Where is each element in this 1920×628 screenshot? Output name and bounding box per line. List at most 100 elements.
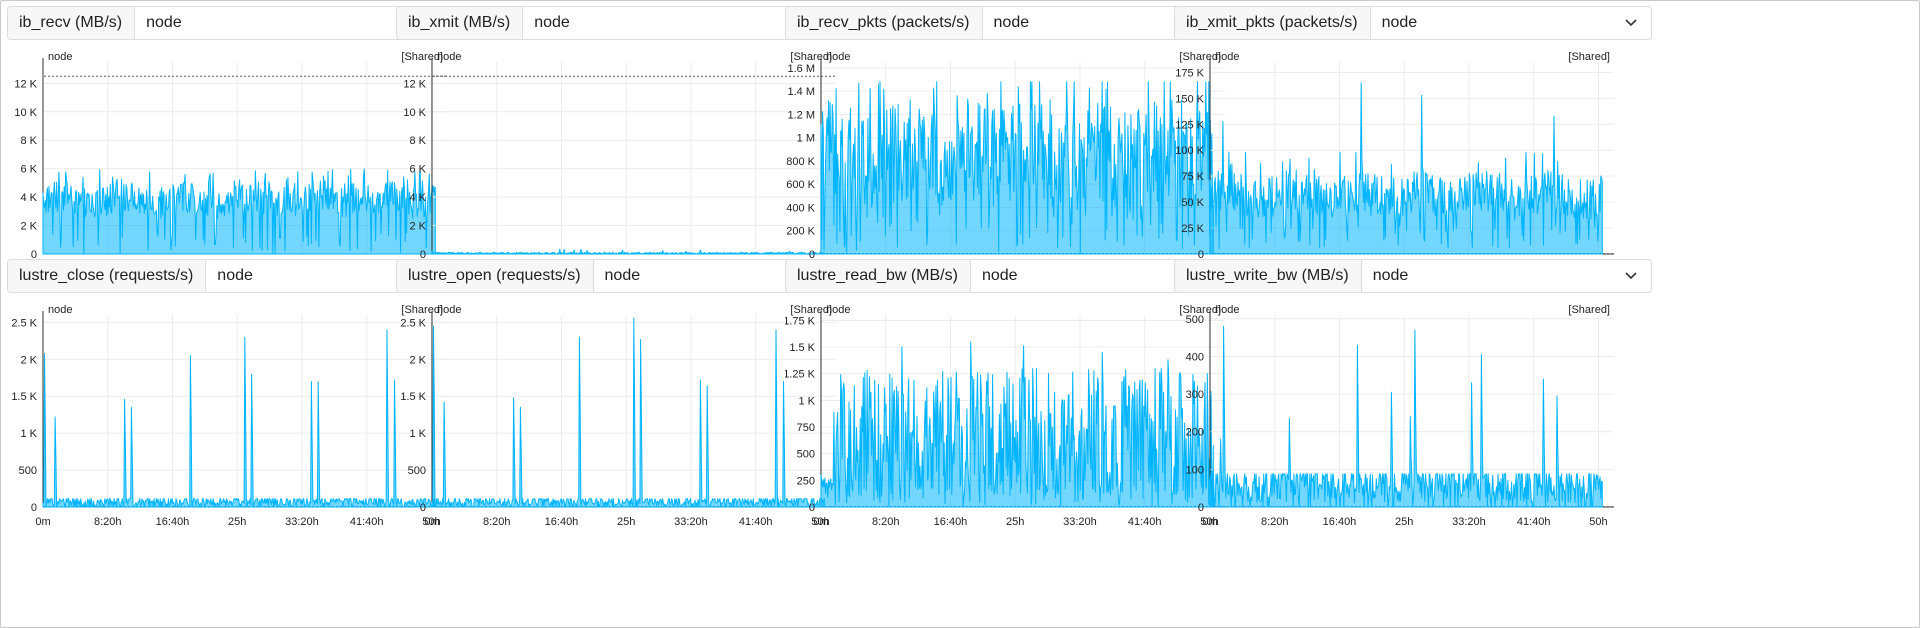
x-tick-label: 33:20h: [674, 516, 708, 528]
x-tick-label: 0m: [1202, 516, 1217, 528]
y-tick-label: 200 K: [786, 226, 815, 238]
node-selector-value: node: [146, 14, 182, 31]
x-tick-label: 33:20h: [285, 516, 319, 528]
y-tick-label: 1.5 K: [789, 342, 815, 354]
x-tick-label: 0m: [35, 516, 50, 528]
x-tick-label: 25h: [228, 516, 246, 528]
x-tick-label: 50h: [422, 516, 440, 528]
y-tick-label: 12 K: [14, 78, 37, 90]
x-tick-label: 41:40h: [350, 516, 384, 528]
y-tick-label: 0: [809, 502, 815, 514]
legend-series-name: node: [48, 51, 72, 63]
y-tick-label: 750: [797, 422, 815, 434]
x-tick-label: 0m: [424, 516, 439, 528]
y-tick-label: 4 K: [409, 192, 426, 204]
metric-label: ib_recv (MB/s): [8, 7, 136, 39]
node-selector-value: node: [981, 267, 1018, 284]
metric-label: lustre_close (requests/s): [8, 260, 207, 292]
y-tick-label: 500: [408, 465, 426, 477]
y-tick-label: 50 K: [1181, 197, 1204, 209]
metric-label: ib_xmit (MB/s): [397, 7, 524, 39]
panel-lustre-open: lustre_open (requests/s) node 0 500 1 K 1.5 K…: [396, 259, 874, 565]
legend-shared-tag: [Shared]: [1179, 51, 1221, 63]
x-tick-label: 25h: [1006, 516, 1024, 528]
x-tick-label: 16:40h: [156, 516, 190, 528]
y-tick-label: 500: [1186, 314, 1204, 326]
legend-series-name: node: [437, 304, 461, 316]
y-tick-label: 0: [420, 249, 426, 261]
y-tick-label: 175 K: [1175, 67, 1204, 79]
y-tick-label: 1 K: [409, 428, 426, 440]
panel-header: ib_xmit_pkts (packets/s) node: [1174, 6, 1652, 40]
x-tick-label: 0m: [813, 516, 828, 528]
y-tick-label: 2 K: [20, 354, 37, 366]
x-tick-label: 33:20h: [1063, 516, 1097, 528]
x-tick-label: 25h: [617, 516, 635, 528]
y-tick-label: 800 K: [786, 156, 815, 168]
y-tick-label: 500: [797, 449, 815, 461]
chart-plot: 0 250 500 750 1 K 1.25 K 1.5 K 1.75 K 0m 8:20h 16:…: [785, 304, 1225, 528]
y-tick-label: 6 K: [20, 164, 37, 176]
x-tick-label: 8:20h: [483, 516, 511, 528]
y-tick-label: 0: [420, 502, 426, 514]
x-tick-label: 50h: [1200, 516, 1218, 528]
y-tick-label: 75 K: [1181, 171, 1204, 183]
y-tick-label: 1 M: [797, 133, 815, 145]
series-area-node: [42, 329, 436, 508]
y-tick-label: 1.75 K: [785, 315, 816, 327]
x-tick-label: 16:40h: [1323, 516, 1357, 528]
y-tick-label: 25 K: [1181, 223, 1204, 235]
y-tick-label: 125 K: [1175, 119, 1204, 131]
metric-label: lustre_write_bw (MB/s): [1175, 260, 1362, 292]
x-tick-label: 16:40h: [934, 516, 968, 528]
series-area-node: [1209, 82, 1603, 255]
y-tick-label: 12 K: [403, 78, 426, 90]
series-area-node: [820, 81, 1214, 255]
legend-shared-tag: [Shared]: [790, 51, 832, 63]
y-tick-label: 1.4 M: [787, 86, 815, 98]
series-area-node: [431, 317, 825, 508]
legend-shared-tag: [Shared]: [401, 304, 443, 316]
chart-plot: 0 500 1 K 1.5 K 2 K 2.5 K 0m 8:20h 16:40h 25h 33:2…: [11, 304, 447, 528]
y-tick-label: 600 K: [786, 179, 815, 191]
legend-series-name: node: [1215, 304, 1239, 316]
node-selector-value: node: [993, 14, 1030, 31]
series-area-node: [1209, 325, 1603, 508]
y-tick-label: 1.25 K: [785, 369, 816, 381]
y-tick-label: 1.6 M: [787, 63, 815, 75]
x-tick-label: 33:20h: [1452, 516, 1486, 528]
legend-series-name: node: [437, 51, 461, 63]
legend-shared-tag: [Shared]: [1179, 304, 1221, 316]
chart-plot: 0 500 1 K 1.5 K 2 K 2.5 K 0m 8:20h 16:40h 25h 33:2…: [400, 304, 836, 528]
series-area-node: [431, 248, 825, 255]
node-selector[interactable]: node: [1371, 7, 1651, 39]
chevron-down-icon: [1625, 16, 1639, 30]
y-tick-label: 250: [797, 475, 815, 487]
y-tick-label: 200: [1186, 427, 1204, 439]
panel-header: lustre_write_bw (MB/s) node: [1174, 259, 1652, 293]
chart-plot: 0 200 K 400 K 600 K 800 K 1 M 1.2 M 1.4 M 1.6 M 0…: [786, 51, 1225, 275]
y-tick-label: 150 K: [1175, 93, 1204, 105]
y-tick-label: 0: [809, 249, 815, 261]
legend-series-name: node: [826, 304, 850, 316]
metric-label: ib_xmit_pkts (packets/s): [1175, 7, 1371, 39]
x-tick-label: 41:40h: [739, 516, 773, 528]
node-selector-value: node: [1381, 14, 1418, 31]
panel-ib-recv-pkts: ib_recv_pkts (packets/s) node 0 200 K 400 K 6…: [785, 6, 1263, 312]
node-selector-value: node: [1372, 267, 1409, 284]
y-tick-label: 500: [19, 465, 37, 477]
y-tick-label: 400 K: [786, 202, 815, 214]
x-tick-label: 8:20h: [1261, 516, 1289, 528]
metric-label: lustre_read_bw (MB/s): [786, 260, 971, 292]
node-selector[interactable]: node: [1362, 260, 1651, 292]
panel-lustre-write-bw: lustre_write_bw (MB/s) node 0 100 200 300 400 5…: [1174, 259, 1652, 565]
y-tick-label: 1.2 M: [787, 109, 815, 121]
x-tick-label: 41:40h: [1517, 516, 1551, 528]
x-tick-label: 16:40h: [545, 516, 579, 528]
node-selector-value: node: [217, 267, 253, 284]
chart-plot: 0 100 200 300 400 500 0m 8:20h 16:40h 25h 33:20h 41…: [1186, 304, 1614, 528]
y-tick-label: 400: [1186, 351, 1204, 363]
series-area-node: [42, 168, 436, 255]
y-tick-label: 2 K: [20, 221, 37, 233]
legend-shared-tag: [Shared]: [1568, 51, 1610, 63]
